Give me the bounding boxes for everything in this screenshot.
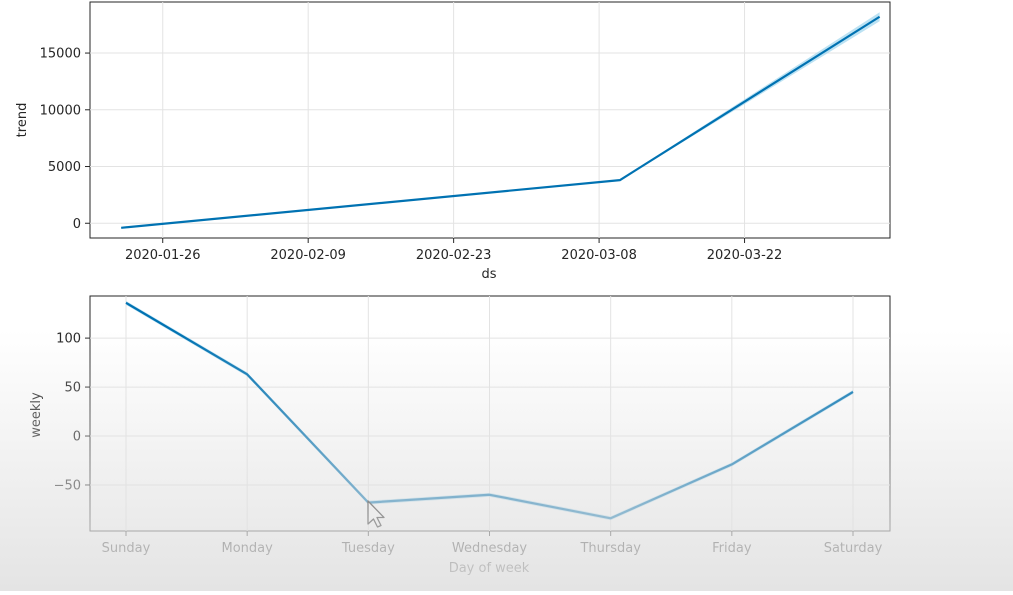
- trend-plot-frame: [89, 1, 891, 239]
- trend-x-tick-label: 2020-03-08: [561, 248, 637, 263]
- trend-y-tick-label: 15000: [40, 47, 81, 62]
- trend-x-tick-label: 2020-03-22: [707, 248, 783, 263]
- trend-y-ticks: 0 5000 10000 15000: [40, 47, 90, 232]
- trend-y-tick-label: 0: [73, 217, 81, 232]
- trend-y-tick-label: 5000: [48, 160, 81, 175]
- trend-panel: 2020-01-26 2020-02-09 2020-02-23 2020-03-08…: [15, 1, 891, 282]
- weekly-y-tick-label: −50: [54, 478, 81, 493]
- weekly-x-tick-label: Friday: [712, 541, 752, 556]
- weekly-x-tick-label: Sunday: [102, 541, 151, 556]
- trend-grid: [90, 2, 890, 238]
- weekly-y-tick-label: 0: [73, 430, 81, 445]
- weekly-x-tick-label: Wednesday: [452, 541, 528, 556]
- weekly-y-tick-label: 100: [56, 332, 81, 347]
- weekly-y-tick-label: 50: [64, 381, 81, 396]
- weekly-x-tick-label: Saturday: [824, 541, 883, 556]
- weekly-x-tick-label: Monday: [222, 541, 274, 556]
- trend-x-axis-label: ds: [481, 267, 496, 282]
- trend-line: [121, 15, 881, 229]
- trend-x-ticks: 2020-01-26 2020-02-09 2020-02-23 2020-03-08…: [125, 238, 782, 263]
- weekly-x-tick-label: Thursday: [579, 541, 641, 556]
- trend-x-tick-label: 2020-01-26: [125, 248, 201, 263]
- trend-y-axis-label: trend: [15, 103, 30, 138]
- trend-y-tick-label: 10000: [40, 103, 81, 118]
- trend-x-tick-label: 2020-02-09: [270, 248, 346, 263]
- weekly-x-ticks: Sunday Monday Tuesday Wednesday Thursday Frid…: [102, 531, 883, 556]
- weekly-y-ticks: −50 0 50 100: [54, 332, 90, 493]
- weekly-y-axis-label: weekly: [29, 392, 44, 438]
- weekly-panel: Sunday Monday Tuesday Wednesday Thursday Frid…: [29, 295, 891, 576]
- trend-x-tick-label: 2020-02-23: [416, 248, 492, 263]
- weekly-x-tick-label: Tuesday: [341, 541, 395, 556]
- trend-series-line: [121, 15, 881, 229]
- weekly-x-axis-label: Day of week: [449, 561, 530, 576]
